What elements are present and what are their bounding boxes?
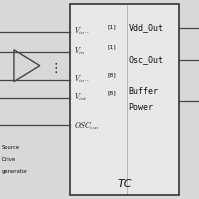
Text: Source: Source bbox=[2, 145, 20, 150]
Text: Drive: Drive bbox=[2, 157, 16, 162]
Bar bbox=[70, 4, 179, 195]
Text: ⋮: ⋮ bbox=[50, 62, 62, 75]
Text: $OSC_{con}$: $OSC_{con}$ bbox=[74, 119, 100, 132]
Text: [1]: [1] bbox=[107, 24, 116, 29]
Text: generator: generator bbox=[2, 169, 28, 174]
Text: [8]: [8] bbox=[107, 72, 116, 77]
Text: $V_{in}$: $V_{in}$ bbox=[74, 46, 85, 57]
Text: Vdd_Out: Vdd_Out bbox=[129, 23, 164, 32]
Text: $V_{in-}$: $V_{in-}$ bbox=[74, 26, 90, 37]
Text: [1]: [1] bbox=[107, 44, 116, 49]
Text: TC: TC bbox=[117, 179, 132, 189]
Text: Osc_Out: Osc_Out bbox=[129, 55, 164, 64]
Text: Buffer: Buffer bbox=[129, 87, 159, 96]
Text: Power: Power bbox=[129, 103, 154, 112]
Text: $V_{in-}$: $V_{in-}$ bbox=[74, 74, 90, 85]
Text: [8]: [8] bbox=[107, 90, 116, 95]
Text: $V_{int}$: $V_{int}$ bbox=[74, 92, 87, 103]
